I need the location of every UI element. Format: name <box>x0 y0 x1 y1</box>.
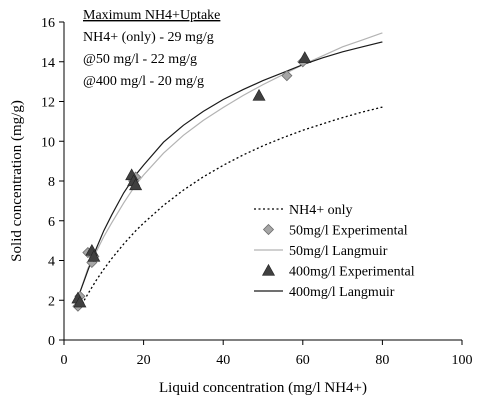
legend-swatch-marker <box>261 263 276 276</box>
y-tick-label: 4 <box>48 255 55 270</box>
annotation: Maximum NH4+Uptake NH4+ (only) - 29 mg/g… <box>83 8 220 89</box>
data-point-triangle <box>87 249 101 262</box>
series-layer <box>71 32 383 312</box>
x-ticks: 0 20 40 60 80 100 <box>61 340 473 368</box>
data-point-triangle <box>129 178 143 191</box>
series-line <box>79 106 383 309</box>
y-axis-title: Solid concentration (mg/g) <box>9 100 25 262</box>
legend-swatch-marker <box>262 223 275 236</box>
y-tick-label: 8 <box>48 175 55 190</box>
data-point-triangle <box>252 88 266 101</box>
y-tick-label: 0 <box>48 334 55 349</box>
legend-label: NH4+ only <box>289 203 353 218</box>
y-tick-label: 14 <box>41 56 55 71</box>
legend: NH4+ only 50mg/l Experimental 50mg/l Langm… <box>254 203 415 300</box>
data-point-triangle <box>73 295 87 308</box>
x-axis-title: Liquid concentration (mg/l NH4+) <box>159 380 367 396</box>
legend-label: 400mg/l Experimental <box>289 265 415 280</box>
y-tick-label: 6 <box>48 215 55 230</box>
y-tick-label: 10 <box>41 135 55 150</box>
x-tick-label: 100 <box>452 353 473 368</box>
data-point-diamond <box>281 70 293 82</box>
annotation-line: @400 mg/l - 20 mg/g <box>83 74 204 89</box>
x-tick-label: 20 <box>137 353 151 368</box>
y-tick-label: 12 <box>41 96 55 111</box>
data-point-triangle <box>298 51 312 63</box>
y-ticks: 0 2 4 6 8 10 12 14 16 <box>41 16 64 349</box>
annotation-heading: Maximum NH4+Uptake <box>83 8 220 23</box>
x-tick-label: 40 <box>216 353 230 368</box>
annotation-line: NH4+ (only) - 29 mg/g <box>83 30 214 45</box>
legend-label: 400mg/l Langmuir <box>289 285 395 300</box>
legend-label: 50mg/l Experimental <box>289 224 408 239</box>
x-tick-label: 80 <box>375 353 389 368</box>
annotation-line: @50 mg/l - 22 mg/g <box>83 52 197 67</box>
plot-area <box>63 22 462 341</box>
y-tick-label: 16 <box>41 16 55 31</box>
x-tick-label: 60 <box>296 353 310 368</box>
y-tick-label: 2 <box>48 294 55 309</box>
legend-label: 50mg/l Langmuir <box>289 244 388 259</box>
x-tick-label: 0 <box>61 353 68 368</box>
